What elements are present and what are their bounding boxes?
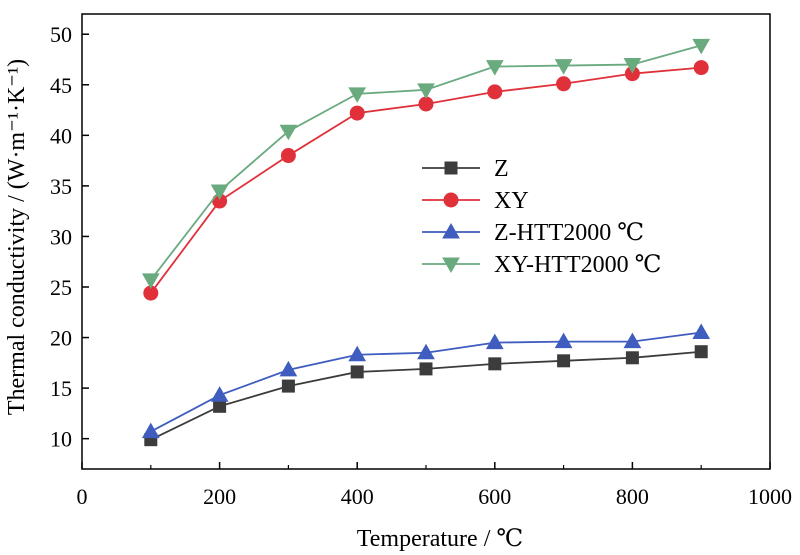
x-axis-title: Temperature / ℃ — [357, 526, 523, 552]
data-point — [623, 58, 642, 74]
data-point — [442, 257, 460, 274]
plot-frame — [81, 13, 771, 470]
data-point — [350, 365, 364, 379]
data-point — [348, 87, 367, 103]
data-point — [625, 351, 639, 365]
legend-item: XY — [422, 188, 529, 214]
legend-label: XY — [494, 188, 529, 214]
data-point — [692, 323, 711, 339]
data-point — [141, 273, 160, 289]
data-point — [694, 345, 708, 359]
data-point — [554, 332, 573, 349]
data-point — [210, 184, 229, 200]
y-tick-label: 35 — [50, 174, 72, 199]
data-point — [485, 333, 504, 350]
data-point — [419, 362, 433, 376]
data-point — [418, 96, 434, 112]
data-point — [279, 360, 298, 377]
data-point — [280, 148, 296, 164]
y-tick-label: 30 — [50, 224, 72, 249]
data-point — [623, 332, 642, 349]
x-tick-label: 1000 — [748, 484, 792, 509]
data-point — [279, 124, 298, 141]
legend-item: XY-HTT2000 ℃ — [422, 252, 662, 278]
series-layer — [141, 38, 711, 447]
legend-item: Z — [422, 156, 509, 182]
y-tick-label: 15 — [50, 376, 72, 401]
y-tick-label: 40 — [50, 123, 72, 148]
legend-item: Z-HTT2000 ℃ — [422, 220, 644, 246]
x-tick-label: 800 — [616, 484, 649, 509]
x-tick-label: 400 — [341, 484, 374, 509]
series-group — [141, 38, 711, 289]
data-point — [417, 343, 435, 360]
series-group — [143, 60, 709, 301]
data-point — [281, 379, 295, 393]
series-group — [144, 345, 708, 447]
data-point — [442, 222, 460, 239]
axes: 0 200 400 600 800 1000 10 15 20 25 30 35 40 45 50 — [50, 13, 792, 509]
data-point — [557, 354, 571, 368]
y-tick-label: 45 — [50, 73, 72, 98]
data-point — [417, 83, 435, 99]
data-point — [213, 399, 227, 413]
data-point — [488, 357, 502, 371]
data-point — [443, 192, 459, 208]
legend-label: Z — [494, 156, 509, 182]
data-point — [487, 84, 503, 100]
data-point — [556, 76, 572, 92]
data-point — [141, 422, 160, 439]
data-point — [485, 60, 504, 76]
legend-label: Z-HTT2000 ℃ — [494, 220, 644, 246]
y-tick-label: 10 — [50, 427, 72, 452]
x-tick-label: 200 — [203, 484, 236, 509]
data-point — [554, 59, 573, 75]
data-point — [210, 386, 229, 402]
y-tick-label: 50 — [50, 22, 72, 47]
y-tick-label: 25 — [50, 275, 72, 300]
data-point — [349, 105, 365, 121]
series-group — [141, 323, 711, 439]
x-tick-label: 600 — [478, 484, 511, 509]
legend: Z XY Z-HTT2000 ℃ XY-HTT2000 ℃ — [422, 156, 662, 278]
y-tick-label: 20 — [50, 326, 72, 351]
y-axis-title: Thermal conductivity / (W·m⁻¹·K⁻¹) — [4, 59, 30, 415]
x-tick-label: 0 — [77, 484, 88, 509]
data-point — [692, 38, 711, 55]
data-point — [693, 60, 709, 76]
legend-label: XY-HTT2000 ℃ — [494, 252, 662, 278]
data-point — [348, 345, 367, 362]
data-point — [444, 161, 458, 175]
